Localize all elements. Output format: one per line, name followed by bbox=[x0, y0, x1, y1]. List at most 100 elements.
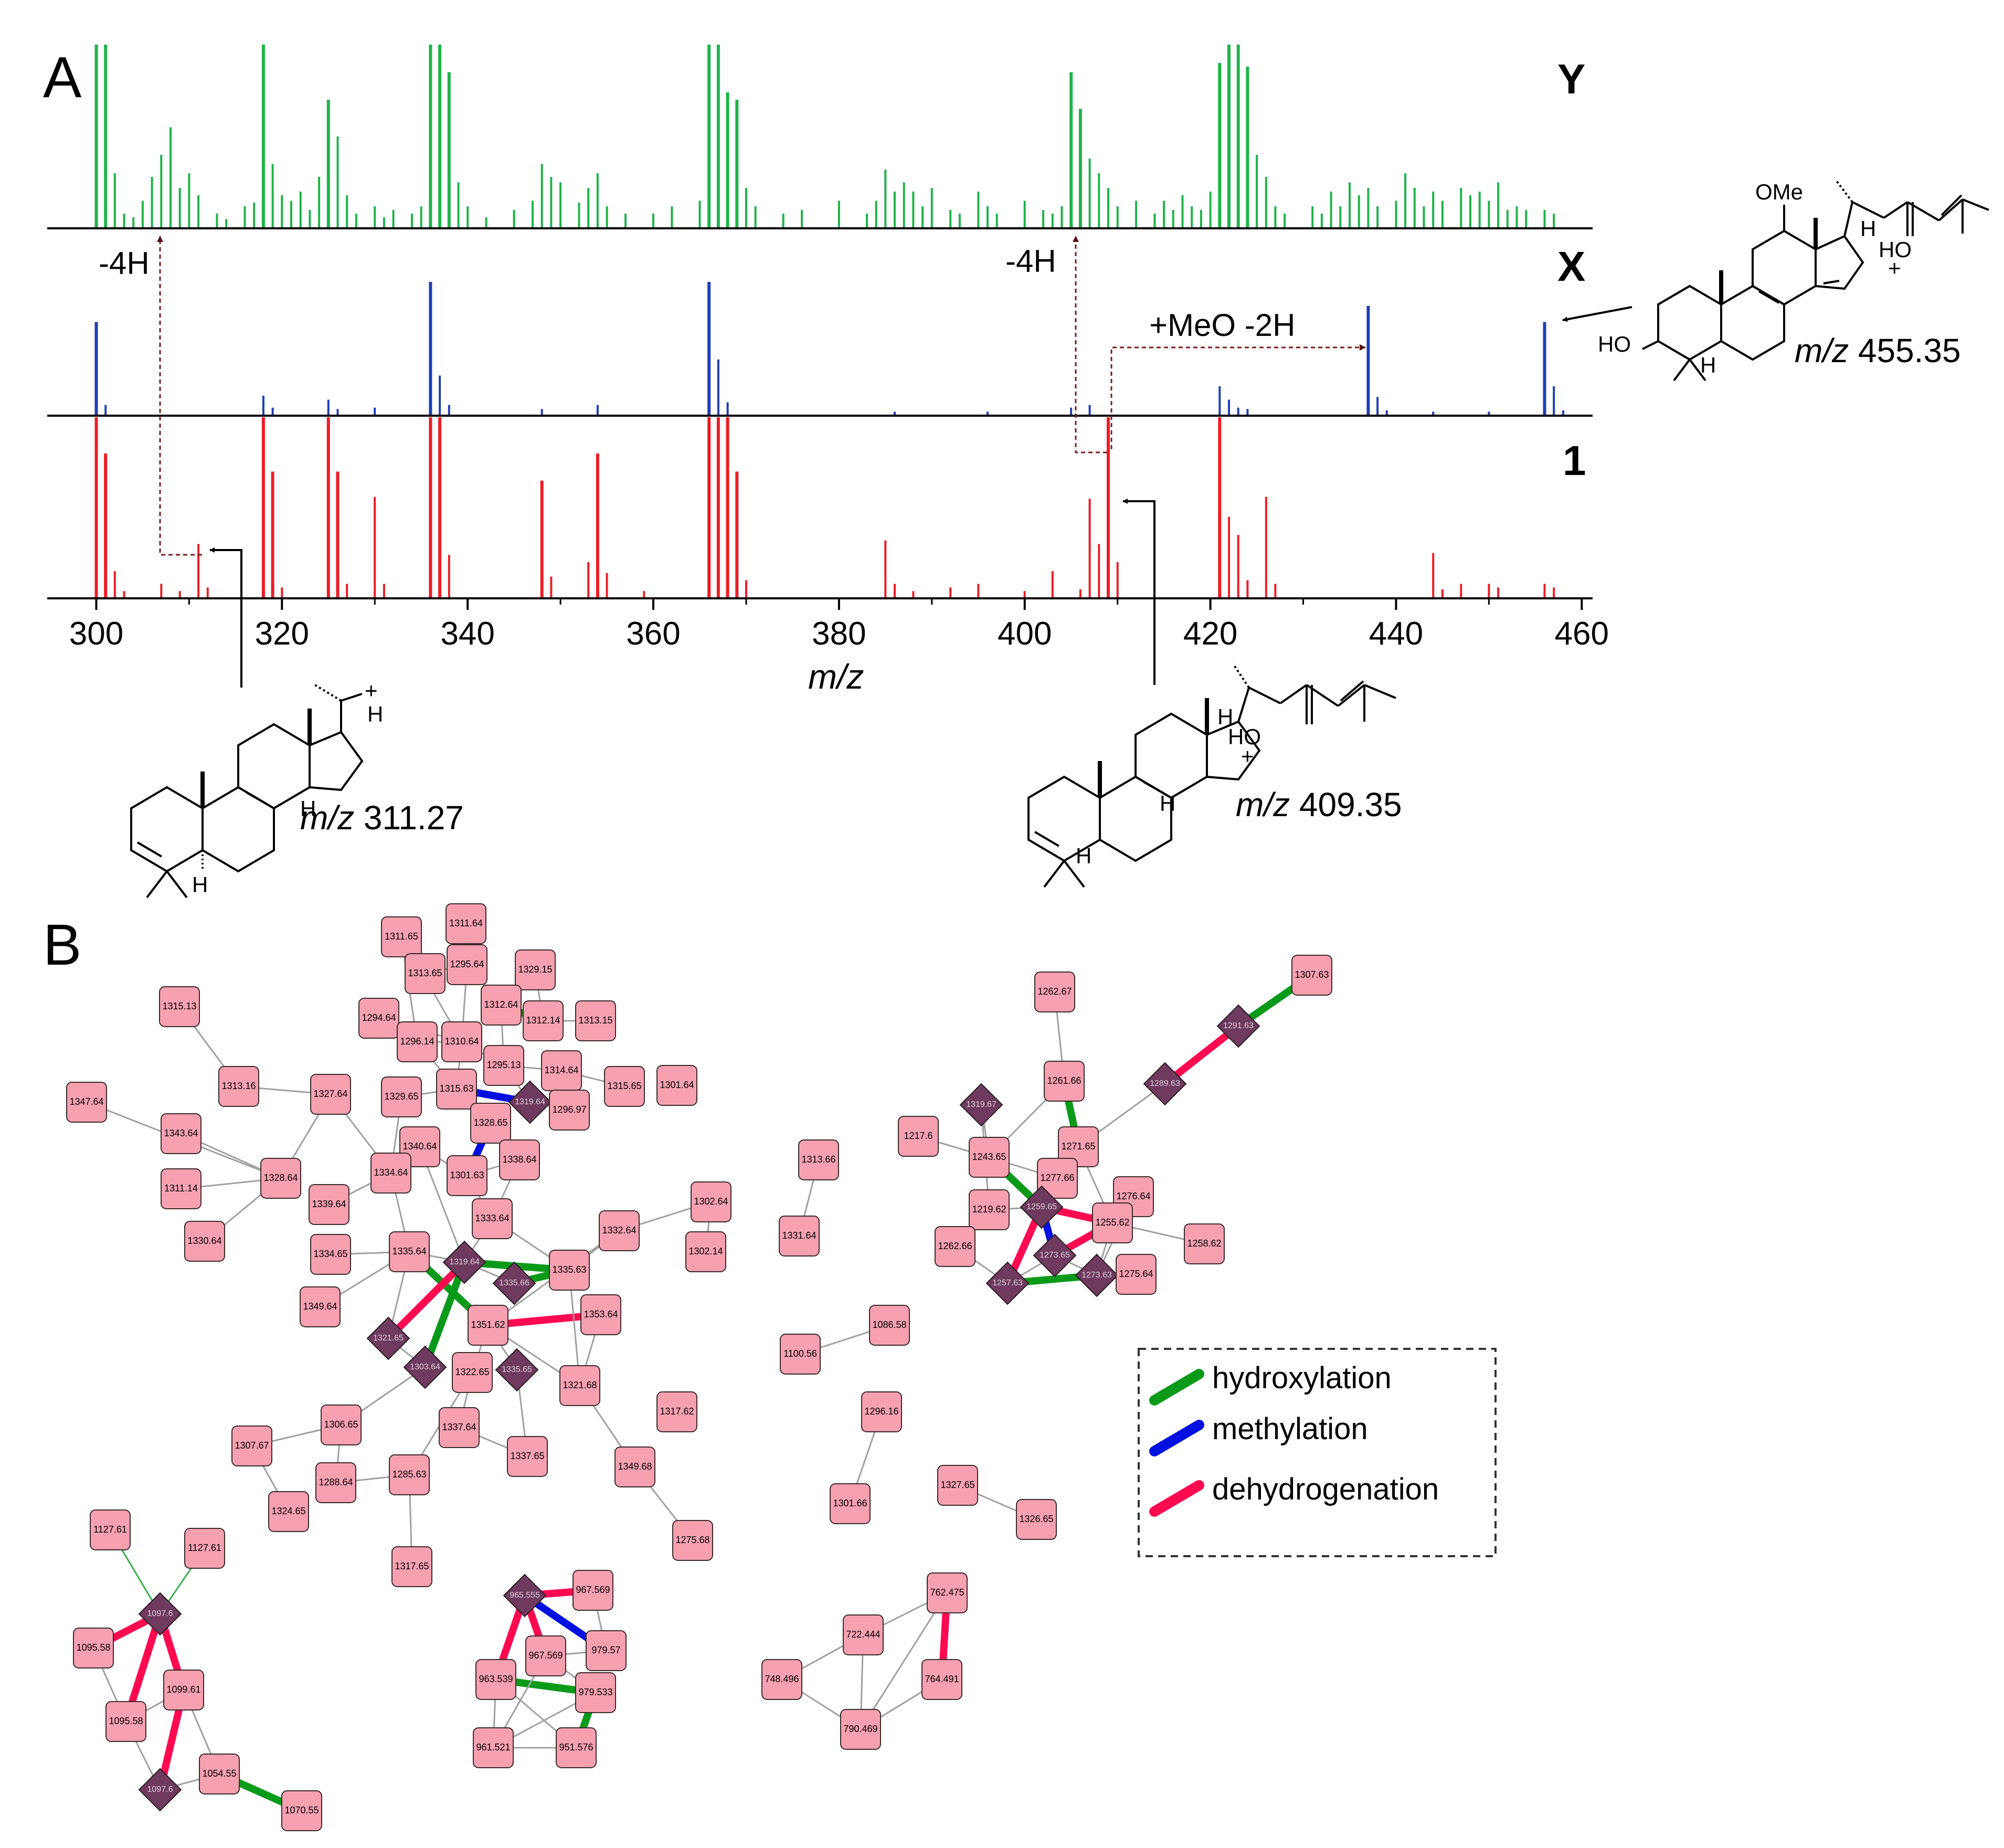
network-node-n31[interactable]: 1328.64 bbox=[260, 1158, 301, 1199]
network-node-n9[interactable]: 1294.64 bbox=[358, 998, 399, 1039]
network-node-n94[interactable]: 1099.61 bbox=[163, 1670, 204, 1710]
network-node-n89[interactable]: 1275.64 bbox=[1116, 1254, 1157, 1295]
network-node-n103[interactable]: 963.539 bbox=[475, 1659, 516, 1700]
network-node-n63[interactable]: 1331.64 bbox=[779, 1216, 820, 1256]
network-node-n93[interactable]: 1095.58 bbox=[73, 1628, 114, 1669]
network-node-n16[interactable]: 1315.13 bbox=[159, 986, 200, 1027]
network-node-n111[interactable]: 790.469 bbox=[840, 1709, 881, 1750]
network-node-n32[interactable]: 1339.64 bbox=[309, 1184, 349, 1225]
network-node-n23[interactable]: 1328.65 bbox=[470, 1103, 511, 1144]
network-node-n29[interactable]: 1301.63 bbox=[447, 1155, 487, 1196]
network-node-n36[interactable]: 1335.64 bbox=[389, 1231, 430, 1272]
network-node-n4[interactable]: 1295.64 bbox=[447, 944, 487, 985]
network-node-n104[interactable]: 979.533 bbox=[575, 1672, 616, 1713]
network-node-n49[interactable]: 1322.65 bbox=[452, 1352, 493, 1393]
network-node-n52[interactable]: 1306.65 bbox=[321, 1405, 362, 1445]
network-node-n24[interactable]: 1347.64 bbox=[66, 1082, 107, 1123]
network-node-n46[interactable]: 1353.64 bbox=[580, 1294, 621, 1335]
network-node-n67[interactable]: 1301.66 bbox=[830, 1483, 871, 1524]
network-node-n27[interactable]: 1338.64 bbox=[499, 1139, 540, 1180]
network-node-n83[interactable]: 1255.62 bbox=[1092, 1202, 1133, 1243]
network-node-n7[interactable]: 1312.14 bbox=[523, 1000, 564, 1041]
network-node-n38[interactable]: 1335.66 bbox=[492, 1261, 536, 1305]
network-node-n70[interactable]: 1262.67 bbox=[1034, 971, 1075, 1012]
network-node-n75[interactable]: 1319.67 bbox=[959, 1083, 1003, 1127]
network-node-n14[interactable]: 1315.65 bbox=[604, 1066, 645, 1107]
network-node-n78[interactable]: 1271.65 bbox=[1058, 1126, 1099, 1167]
network-node-n25[interactable]: 1343.64 bbox=[161, 1113, 202, 1154]
network-node-n98[interactable]: 1070.55 bbox=[281, 1790, 322, 1831]
network-node-n60[interactable]: 1275.68 bbox=[672, 1520, 713, 1561]
network-node-n84[interactable]: 1262.66 bbox=[935, 1226, 976, 1267]
network-node-n56[interactable]: 1349.68 bbox=[614, 1446, 655, 1487]
network-node-n73[interactable]: 1289.63 bbox=[1143, 1062, 1187, 1106]
network-node-n62[interactable]: 1313.66 bbox=[798, 1139, 839, 1180]
network-node-n97[interactable]: 1097.6 bbox=[138, 1768, 182, 1812]
network-node-n65[interactable]: 1100.56 bbox=[780, 1334, 821, 1375]
network-node-n34[interactable]: 1330.64 bbox=[184, 1221, 225, 1262]
network-node-n43[interactable]: 1349.64 bbox=[300, 1286, 341, 1327]
network-node-n109[interactable]: 748.496 bbox=[761, 1659, 802, 1700]
network-node-n57[interactable]: 1288.64 bbox=[315, 1462, 356, 1503]
network-node-n3[interactable]: 1313.65 bbox=[405, 953, 446, 994]
network-node-n45[interactable]: 1351.62 bbox=[468, 1305, 508, 1346]
network-node-n95[interactable]: 1095.58 bbox=[105, 1701, 146, 1742]
network-node-n5[interactable]: 1329.15 bbox=[515, 949, 556, 990]
network-node-n1[interactable]: 1311.65 bbox=[381, 916, 422, 957]
network-node-n20[interactable]: 1315.63 bbox=[436, 1069, 477, 1110]
network-node-n19[interactable]: 1329.65 bbox=[381, 1076, 422, 1117]
network-node-n69[interactable]: 1326.65 bbox=[1016, 1499, 1057, 1540]
network-node-n85[interactable]: 1273.65 bbox=[1033, 1233, 1077, 1277]
network-node-n53[interactable]: 1337.64 bbox=[439, 1407, 480, 1448]
network-node-n2[interactable]: 1311.64 bbox=[446, 903, 486, 944]
network-node-n13[interactable]: 1314.64 bbox=[541, 1050, 582, 1091]
network-node-n51[interactable]: 1317.62 bbox=[656, 1391, 697, 1432]
network-node-n90[interactable]: 1127.61 bbox=[90, 1509, 131, 1550]
network-node-n18[interactable]: 1327.64 bbox=[310, 1074, 351, 1115]
network-node-n61[interactable]: 1317.65 bbox=[391, 1546, 432, 1587]
network-node-n22[interactable]: 1296.97 bbox=[549, 1090, 590, 1131]
network-node-n81[interactable]: 1219.62 bbox=[969, 1189, 1010, 1230]
network-node-n39[interactable]: 1335.63 bbox=[549, 1250, 590, 1291]
network-node-n10[interactable]: 1296.14 bbox=[397, 1021, 438, 1062]
network-node-n40[interactable]: 1332.64 bbox=[599, 1210, 640, 1251]
network-node-n59[interactable]: 1324.65 bbox=[268, 1491, 309, 1532]
network-node-n33[interactable]: 1333.64 bbox=[472, 1198, 513, 1239]
network-node-n102[interactable]: 979.57 bbox=[586, 1630, 627, 1671]
network-node-n41[interactable]: 1302.64 bbox=[691, 1181, 731, 1222]
network-node-n91[interactable]: 1127.61 bbox=[184, 1528, 225, 1569]
network-node-n99[interactable]: 965.555 bbox=[503, 1574, 547, 1618]
network-node-n44[interactable]: 1321.65 bbox=[366, 1316, 410, 1360]
network-node-n79[interactable]: 1277.66 bbox=[1037, 1158, 1078, 1199]
network-node-n105[interactable]: 961.521 bbox=[473, 1727, 514, 1768]
network-node-n28[interactable]: 1334.64 bbox=[370, 1153, 411, 1194]
network-node-n76[interactable]: 1217.6 bbox=[898, 1116, 939, 1157]
network-node-n72[interactable]: 1291.63 bbox=[1216, 1004, 1260, 1048]
network-node-n71[interactable]: 1307.63 bbox=[1291, 955, 1332, 996]
network-node-n48[interactable]: 1335.65 bbox=[495, 1348, 539, 1392]
network-node-n12[interactable]: 1295.13 bbox=[483, 1045, 524, 1086]
network-node-n6[interactable]: 1312.64 bbox=[481, 985, 522, 1026]
network-node-n87[interactable]: 1257.63 bbox=[985, 1261, 1030, 1305]
network-node-n74[interactable]: 1261.66 bbox=[1044, 1061, 1085, 1102]
network-node-n107[interactable]: 762.475 bbox=[927, 1572, 968, 1613]
network-node-n37[interactable]: 1319.64 bbox=[442, 1240, 486, 1284]
network-node-n110[interactable]: 764.491 bbox=[921, 1659, 962, 1700]
network-node-n106[interactable]: 951.576 bbox=[556, 1727, 597, 1768]
network-node-n35[interactable]: 1334.65 bbox=[310, 1234, 351, 1275]
network-node-n101[interactable]: 967.569 bbox=[525, 1635, 566, 1676]
network-node-n47[interactable]: 1303.64 bbox=[403, 1345, 447, 1389]
network-node-n30[interactable]: 1311.14 bbox=[161, 1168, 202, 1209]
network-node-n58[interactable]: 1285.63 bbox=[389, 1454, 430, 1495]
network-node-n64[interactable]: 1086.58 bbox=[869, 1305, 910, 1346]
network-node-n77[interactable]: 1243.65 bbox=[969, 1137, 1010, 1178]
network-node-n100[interactable]: 967.569 bbox=[572, 1570, 613, 1611]
network-node-n92[interactable]: 1097.6 bbox=[138, 1592, 182, 1636]
network-node-n15[interactable]: 1301.64 bbox=[656, 1065, 697, 1106]
network-node-n68[interactable]: 1327.65 bbox=[937, 1465, 978, 1506]
network-node-n50[interactable]: 1321.68 bbox=[559, 1365, 600, 1406]
network-node-n21[interactable]: 1319.64 bbox=[508, 1080, 552, 1124]
network-node-n86[interactable]: 1258.62 bbox=[1184, 1223, 1225, 1264]
network-node-n96[interactable]: 1054.55 bbox=[199, 1754, 240, 1794]
network-node-n108[interactable]: 722.444 bbox=[843, 1614, 884, 1655]
